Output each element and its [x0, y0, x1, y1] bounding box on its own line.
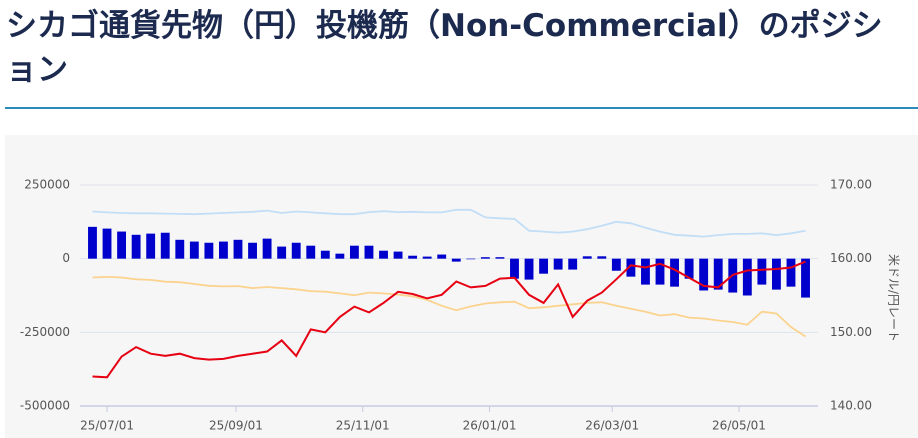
bar — [597, 256, 607, 259]
y2-tick-label: 150.00 — [830, 325, 872, 339]
bar — [626, 258, 636, 277]
x-tick-label: 25/09/01 — [209, 419, 263, 433]
bar — [160, 232, 170, 259]
bar — [131, 234, 141, 259]
bar — [771, 258, 781, 290]
x-tick-label: 26/05/01 — [712, 419, 766, 433]
bar — [175, 239, 185, 259]
bar — [146, 233, 156, 259]
bar — [248, 242, 257, 259]
bar — [88, 226, 97, 259]
bar — [510, 258, 519, 279]
bar — [757, 258, 767, 285]
y2-tick-label: 140.00 — [830, 399, 872, 413]
bar — [379, 250, 388, 259]
bar — [320, 250, 330, 259]
bar — [611, 258, 621, 271]
title-rule — [5, 107, 918, 109]
x-tick-label: 25/07/01 — [80, 419, 134, 433]
y-tick-label: 250000 — [24, 178, 70, 192]
bar — [437, 254, 447, 259]
bar — [568, 258, 578, 270]
x-tick-label: 26/01/01 — [463, 419, 517, 433]
bar — [801, 258, 810, 298]
y2-axis-label: 米ドル/円レート — [887, 254, 901, 342]
y2-tick-label: 170.00 — [830, 178, 872, 192]
bar — [466, 258, 476, 260]
bar — [117, 231, 127, 259]
bar — [306, 245, 316, 259]
bar — [713, 258, 723, 290]
bar — [204, 242, 214, 259]
bar — [539, 258, 549, 274]
y2-tick-label: 160.00 — [830, 251, 872, 265]
page-title: シカゴ通貨先物（円）投機筋（Non-Commercial）のポジション — [6, 8, 883, 88]
bar — [553, 258, 563, 270]
bar — [364, 245, 374, 259]
bar — [335, 253, 345, 259]
bar — [582, 256, 592, 259]
x-tick-label: 26/03/01 — [585, 419, 639, 433]
bar — [102, 228, 112, 259]
bar — [742, 258, 752, 296]
bar — [495, 257, 505, 259]
chart-panel — [5, 135, 918, 438]
bar — [277, 246, 287, 259]
line — [92, 275, 806, 338]
bar — [655, 258, 665, 285]
bar — [393, 251, 403, 259]
bar — [670, 258, 679, 287]
bar — [451, 258, 461, 262]
bar — [480, 257, 490, 259]
y-tick-label: -250000 — [20, 325, 70, 339]
x-tick-label: 25/11/01 — [336, 419, 390, 433]
bar — [641, 258, 650, 285]
line — [92, 260, 806, 379]
bar — [262, 238, 272, 259]
bar — [699, 258, 709, 291]
bar — [349, 245, 359, 259]
bar — [684, 258, 694, 279]
y-tick-label: -500000 — [20, 399, 70, 413]
bar — [291, 242, 301, 259]
bar — [786, 258, 796, 287]
bar — [233, 239, 243, 259]
line — [92, 208, 806, 238]
bar — [524, 258, 534, 280]
bar — [189, 241, 199, 259]
bar — [408, 255, 418, 259]
bar — [219, 241, 228, 259]
bar — [422, 256, 432, 259]
y-tick-label: 0 — [62, 251, 70, 265]
